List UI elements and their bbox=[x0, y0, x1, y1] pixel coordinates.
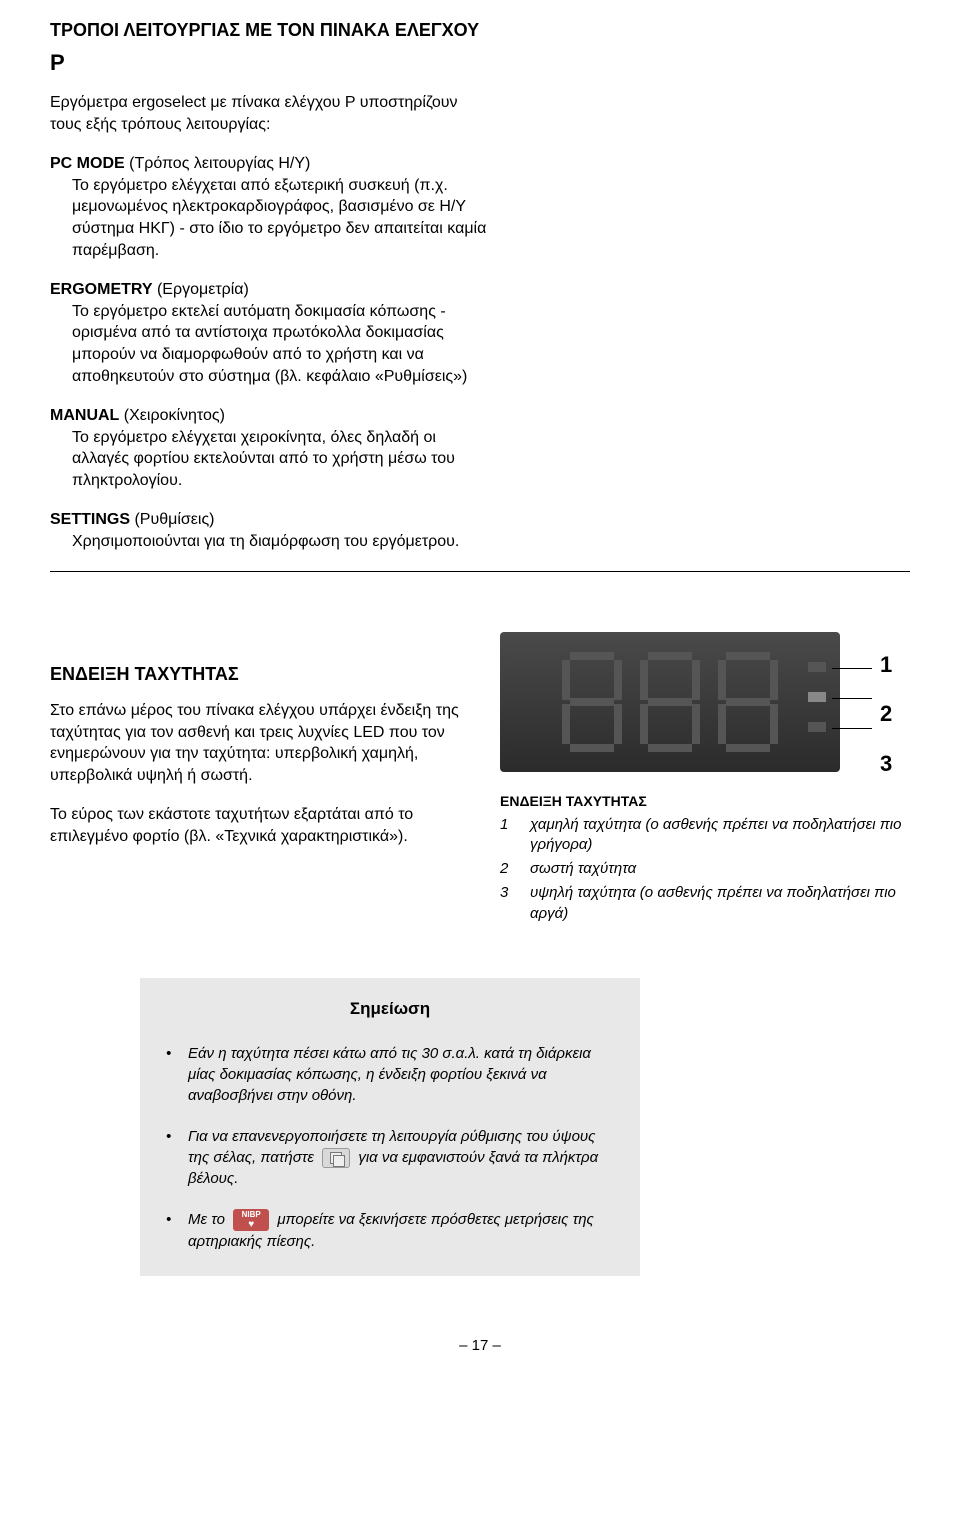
divider bbox=[50, 571, 910, 572]
page-number: – 17 – bbox=[50, 1306, 910, 1366]
caption-text-3: υψηλή ταχύτητα (ο ασθενής πρέπει να ποδη… bbox=[530, 883, 910, 924]
speed-paragraph-2: Το εύρος των εκάστοτε ταχυτήτων εξαρτάτα… bbox=[50, 804, 460, 847]
mode-pc: PC MODE (Τρόπος λειτουργίας Η/Υ) Το εργό… bbox=[50, 153, 490, 261]
digit-1 bbox=[562, 652, 622, 752]
bullet-icon: • bbox=[166, 1126, 174, 1189]
led-indicators bbox=[808, 662, 826, 732]
callout-1: 1 bbox=[880, 650, 892, 680]
note-item-3: • Με το NIBP μπορείτε να ξεκινήσετε πρόσ… bbox=[166, 1209, 614, 1252]
speed-paragraph-1: Στο επάνω μέρος του πίνακα ελέγχου υπάρχ… bbox=[50, 700, 460, 786]
caption-text-1: χαμηλή ταχύτητα (ο ασθενής πρέπει να ποδ… bbox=[530, 815, 910, 856]
mode-manual: MANUAL (Χειροκίνητος) Το εργόμετρο ελέγχ… bbox=[50, 405, 490, 491]
seven-segment-display bbox=[500, 632, 840, 772]
note-1-text: Εάν η ταχύτητα πέσει κάτω από τις 30 σ.α… bbox=[188, 1043, 614, 1106]
mode-pc-suffix: (Τρόπος λειτουργίας Η/Υ) bbox=[125, 155, 311, 172]
digit-3 bbox=[718, 652, 778, 752]
intro-paragraph: Εργόμετρα ergoselect με πίνακα ελέγχου P… bbox=[50, 92, 490, 135]
mode-pc-body: Το εργόμετρο ελέγχεται από εξωτερική συσ… bbox=[50, 175, 490, 261]
mode-ergometry-suffix: (Εργομετρία) bbox=[153, 281, 249, 298]
title-suffix-p: P bbox=[50, 48, 910, 78]
mode-ergometry-label: ERGOMETRY bbox=[50, 281, 153, 298]
mode-manual-label: MANUAL bbox=[50, 407, 119, 424]
note-3-text-a: Με το bbox=[188, 1211, 229, 1228]
speed-display-figure: 1 2 3 bbox=[500, 632, 910, 772]
note-title: Σημείωση bbox=[166, 998, 614, 1021]
note-item-1: • Εάν η ταχύτητα πέσει κάτω από τις 30 σ… bbox=[166, 1043, 614, 1106]
mode-settings-suffix: (Ρυθμίσεις) bbox=[130, 511, 214, 528]
mode-settings-body: Χρησιμοποιούνται για τη διαμόρφωση του ε… bbox=[50, 531, 490, 553]
led-ok bbox=[808, 692, 826, 702]
copy-button-icon bbox=[322, 1148, 350, 1168]
mode-settings: SETTINGS (Ρυθμίσεις) Χρησιμοποιούνται γι… bbox=[50, 509, 490, 552]
mode-pc-label: PC MODE bbox=[50, 155, 125, 172]
callout-3: 3 bbox=[880, 749, 892, 779]
caption-num-3: 3 bbox=[500, 883, 512, 924]
mode-ergometry-body: Το εργόμετρο εκτελεί αυτόματη δοκιμασία … bbox=[50, 301, 490, 387]
mode-manual-body: Το εργόμετρο ελέγχεται χειροκίνητα, όλες… bbox=[50, 427, 490, 492]
nibp-button-icon: NIBP bbox=[233, 1209, 269, 1231]
title-main: ΤΡΟΠΟΙ ΛΕΙΤΟΥΡΓΙΑΣ ΜΕ ΤΟΝ ΠΙΝΑΚΑ ΕΛΕΓΧΟΥ bbox=[50, 20, 479, 40]
led-high bbox=[808, 722, 826, 732]
caption-num-1: 1 bbox=[500, 815, 512, 856]
bullet-icon: • bbox=[166, 1209, 174, 1252]
mode-manual-suffix: (Χειροκίνητος) bbox=[119, 407, 225, 424]
caption-text-2: σωστή ταχύτητα bbox=[530, 859, 910, 879]
caption-row-3: 3 υψηλή ταχύτητα (ο ασθενής πρέπει να πο… bbox=[500, 883, 910, 924]
note-item-2: • Για να επανενεργοποιήσετε τη λειτουργί… bbox=[166, 1126, 614, 1189]
caption-row-1: 1 χαμηλή ταχύτητα (ο ασθενής πρέπει να π… bbox=[500, 815, 910, 856]
note-box: Σημείωση • Εάν η ταχύτητα πέσει κάτω από… bbox=[140, 978, 640, 1276]
mode-ergometry: ERGOMETRY (Εργομετρία) Το εργόμετρο εκτε… bbox=[50, 279, 490, 387]
digit-2 bbox=[640, 652, 700, 752]
mode-settings-label: SETTINGS bbox=[50, 511, 130, 528]
speed-heading: ΕΝΔΕΙΞΗ ΤΑΧΥΤΗΤΑΣ bbox=[50, 662, 460, 686]
callout-2: 2 bbox=[880, 699, 892, 729]
page-title: ΤΡΟΠΟΙ ΛΕΙΤΟΥΡΓΙΑΣ ΜΕ ΤΟΝ ΠΙΝΑΚΑ ΕΛΕΓΧΟΥ bbox=[50, 18, 910, 42]
caption-heading: ΕΝΔΕΙΞΗ ΤΑΧΥΤΗΤΑΣ bbox=[500, 792, 910, 811]
caption-row-2: 2 σωστή ταχύτητα bbox=[500, 859, 910, 879]
bullet-icon: • bbox=[166, 1043, 174, 1106]
led-low bbox=[808, 662, 826, 672]
caption-num-2: 2 bbox=[500, 859, 512, 879]
callout-numbers: 1 2 3 bbox=[880, 650, 892, 779]
